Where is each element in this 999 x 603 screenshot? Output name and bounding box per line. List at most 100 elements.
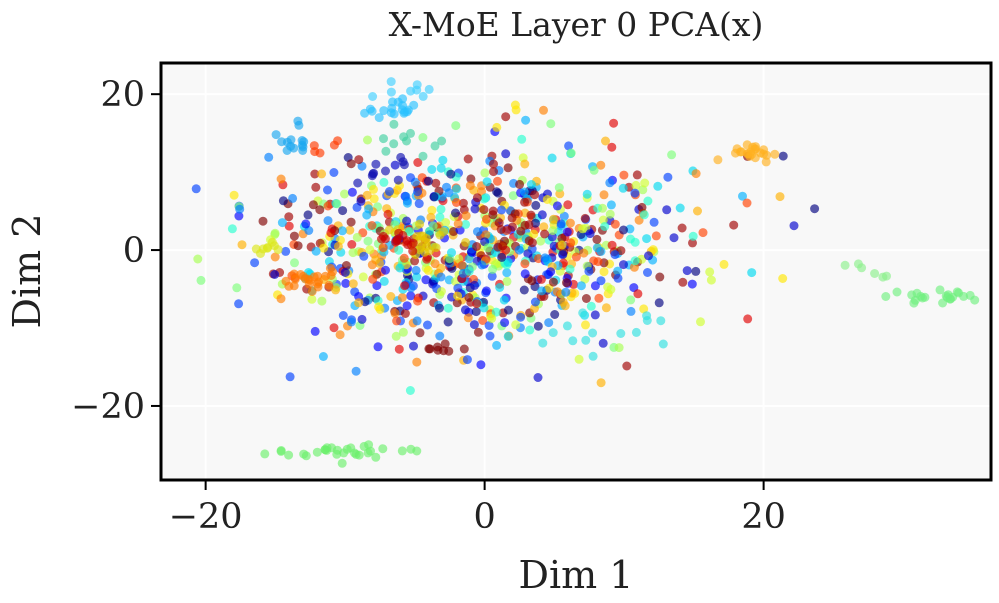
- data-point: [458, 198, 468, 208]
- data-point: [530, 297, 540, 307]
- data-point: [485, 331, 495, 341]
- data-point: [596, 246, 606, 256]
- data-point: [759, 145, 769, 155]
- data-point: [536, 236, 546, 246]
- data-point: [655, 272, 665, 282]
- data-point: [409, 100, 419, 110]
- data-point: [719, 259, 729, 269]
- data-point: [425, 344, 435, 354]
- data-point: [373, 342, 383, 352]
- data-point: [438, 155, 448, 165]
- data-point: [487, 271, 497, 281]
- data-point: [519, 187, 529, 197]
- data-point: [362, 210, 372, 220]
- data-point: [662, 205, 672, 215]
- data-point: [437, 136, 447, 146]
- data-point: [354, 298, 364, 308]
- data-point: [742, 149, 752, 158]
- data-point: [433, 345, 443, 355]
- data-point: [559, 211, 569, 221]
- data-point: [402, 301, 412, 311]
- data-point: [430, 259, 440, 269]
- data-point: [466, 174, 476, 184]
- plot-area: [161, 63, 991, 480]
- data-point: [870, 269, 880, 278]
- data-point: [369, 194, 379, 204]
- data-point: [293, 241, 303, 251]
- data-point: [293, 116, 303, 126]
- data-point: [264, 152, 274, 162]
- data-point: [584, 266, 594, 276]
- data-point: [301, 451, 311, 461]
- data-point: [353, 178, 363, 188]
- data-point: [422, 254, 432, 264]
- data-point: [413, 158, 423, 167]
- data-point: [472, 193, 482, 203]
- data-point: [609, 118, 619, 128]
- data-point: [520, 220, 530, 230]
- data-point: [520, 159, 530, 169]
- data-point: [281, 246, 291, 256]
- data-point: [402, 198, 412, 208]
- data-point: [359, 251, 369, 261]
- data-point: [360, 108, 370, 118]
- data-point: [610, 219, 620, 229]
- y-tick-label: −20: [71, 387, 145, 427]
- data-point: [533, 373, 543, 382]
- data-point: [452, 298, 462, 308]
- data-point: [319, 243, 329, 253]
- data-point: [616, 329, 626, 338]
- data-point: [626, 295, 636, 305]
- data-point: [381, 265, 390, 275]
- data-point: [368, 274, 378, 284]
- data-point: [396, 152, 406, 162]
- data-point: [581, 294, 591, 303]
- data-point: [533, 321, 543, 331]
- data-point: [639, 210, 649, 220]
- data-point: [423, 265, 433, 275]
- x-tick-label: 20: [741, 497, 786, 537]
- data-point: [323, 185, 332, 195]
- y-tick-label: 20: [100, 75, 145, 115]
- data-point: [452, 184, 462, 194]
- data-point: [619, 225, 628, 235]
- data-point: [511, 105, 521, 115]
- data-point: [367, 260, 377, 270]
- data-point: [492, 340, 502, 350]
- data-point: [581, 335, 591, 345]
- data-point: [315, 205, 325, 215]
- data-point: [308, 200, 318, 210]
- data-point: [328, 267, 337, 277]
- data-point: [747, 268, 757, 278]
- data-point: [270, 252, 280, 262]
- data-point: [335, 330, 345, 340]
- data-point: [415, 328, 425, 338]
- data-point: [288, 193, 298, 203]
- data-point: [435, 212, 445, 222]
- data-point: [389, 119, 399, 129]
- data-point: [443, 317, 453, 327]
- data-point: [415, 219, 425, 229]
- data-point: [598, 203, 607, 213]
- data-point: [436, 272, 446, 282]
- data-point: [341, 261, 351, 270]
- data-point: [273, 245, 283, 255]
- data-point: [368, 92, 378, 101]
- data-point: [461, 211, 471, 221]
- data-point: [426, 212, 436, 222]
- data-point: [691, 169, 701, 179]
- data-point: [598, 338, 608, 348]
- data-point: [589, 165, 599, 175]
- data-point: [356, 196, 366, 206]
- data-point: [285, 372, 295, 382]
- data-point: [465, 181, 475, 191]
- data-point: [482, 177, 492, 187]
- data-point: [778, 151, 788, 161]
- data-point: [441, 218, 451, 227]
- data-point: [300, 274, 310, 284]
- data-point: [365, 245, 375, 255]
- data-point: [605, 178, 615, 188]
- data-point: [500, 318, 510, 328]
- data-point: [588, 351, 598, 361]
